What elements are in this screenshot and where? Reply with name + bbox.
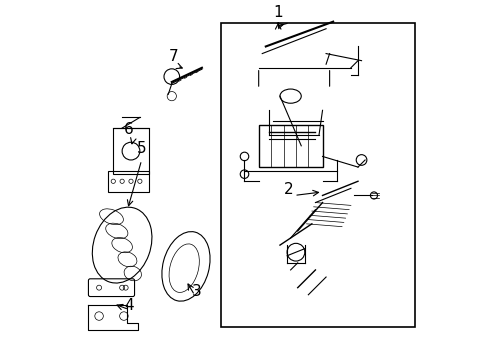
Text: 5: 5 (137, 141, 146, 157)
Bar (221, 23, 414, 327)
Text: 4: 4 (124, 298, 134, 313)
Bar (258, 125, 322, 167)
Text: 7: 7 (168, 49, 178, 63)
Text: 1: 1 (273, 5, 283, 20)
Text: 6: 6 (124, 122, 134, 137)
Bar (113, 128, 148, 174)
Bar (108, 171, 148, 192)
Text: 2: 2 (283, 182, 293, 197)
Text: 3: 3 (191, 284, 201, 299)
